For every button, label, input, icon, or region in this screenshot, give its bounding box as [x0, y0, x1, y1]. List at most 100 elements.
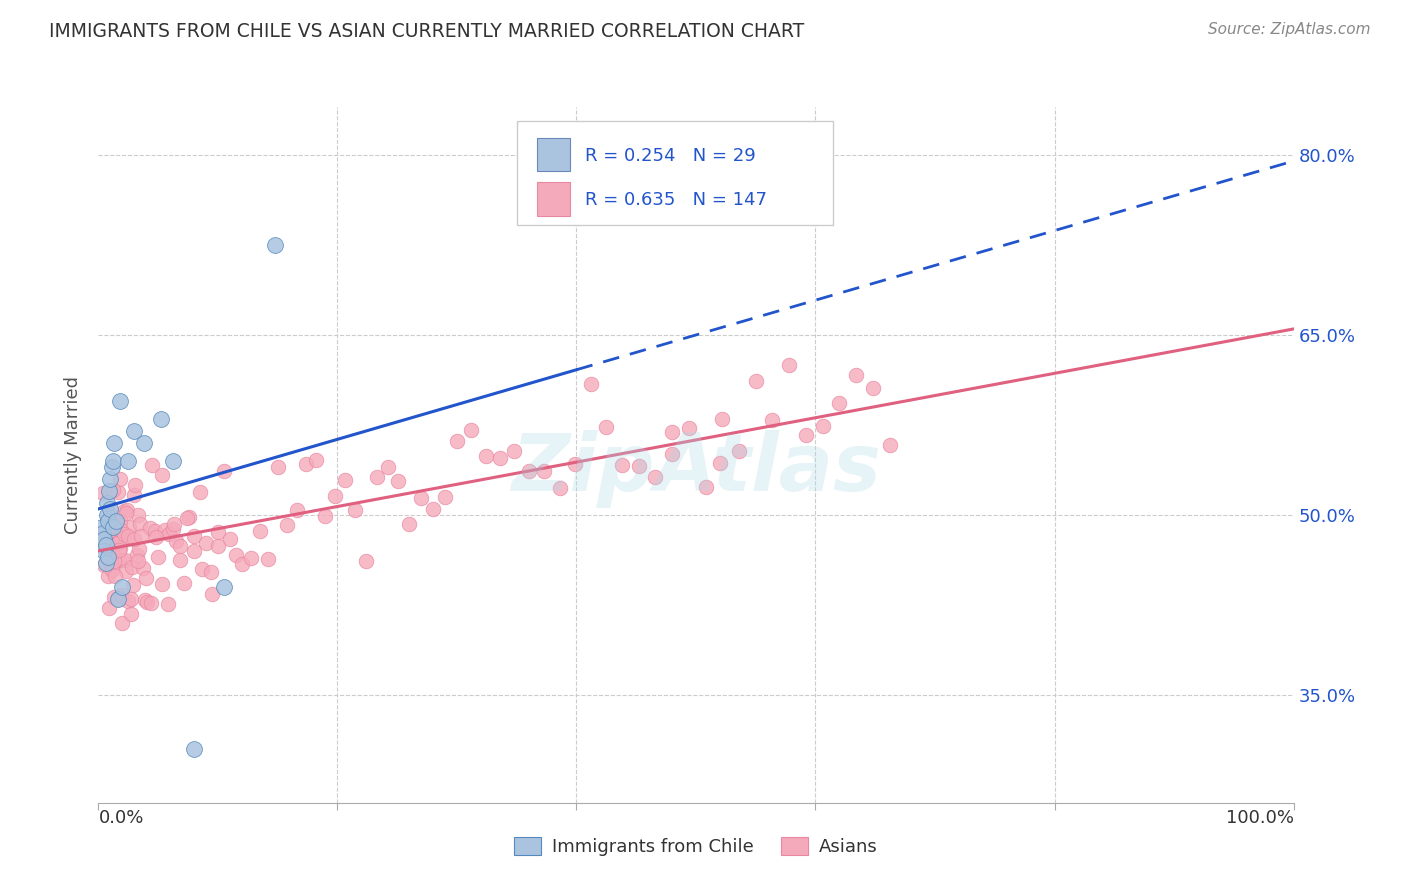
FancyBboxPatch shape	[517, 121, 834, 226]
Point	[323, 489, 346, 503]
Point	[333, 474, 356, 488]
Point	[191, 562, 214, 576]
Y-axis label: Currently Married: Currently Married	[65, 376, 83, 534]
Legend: Immigrants from Chile, Asians: Immigrants from Chile, Asians	[508, 830, 884, 863]
Point	[97, 536, 120, 550]
Point	[678, 421, 700, 435]
Point	[264, 238, 287, 252]
Point	[98, 502, 122, 516]
Point	[107, 591, 129, 606]
Point	[108, 472, 131, 486]
Point	[97, 542, 120, 557]
Point	[295, 457, 318, 471]
Point	[111, 616, 134, 631]
Point	[115, 507, 138, 521]
Text: IMMIGRANTS FROM CHILE VS ASIAN CURRENTLY MARRIED CORRELATION CHART: IMMIGRANTS FROM CHILE VS ASIAN CURRENTLY…	[49, 22, 804, 41]
Point	[745, 374, 768, 388]
Point	[240, 550, 263, 565]
Point	[879, 438, 901, 452]
Point	[107, 484, 129, 499]
Point	[305, 453, 328, 467]
Point	[176, 510, 198, 524]
Point	[100, 459, 122, 474]
Point	[661, 425, 683, 439]
Point	[111, 553, 134, 567]
Point	[93, 544, 115, 558]
Point	[107, 536, 129, 550]
Point	[110, 523, 132, 537]
Point	[711, 411, 734, 425]
Point	[124, 488, 146, 502]
Point	[107, 535, 129, 549]
Point	[135, 571, 157, 585]
Point	[114, 553, 136, 567]
Point	[118, 520, 141, 534]
Point	[200, 565, 222, 579]
Point	[96, 496, 118, 510]
Point	[115, 502, 138, 516]
Point	[93, 532, 115, 546]
Point	[173, 576, 195, 591]
Point	[104, 522, 127, 536]
Text: R = 0.254   N = 29: R = 0.254 N = 29	[585, 146, 755, 165]
Point	[377, 460, 399, 475]
Point	[117, 529, 139, 543]
Point	[162, 454, 184, 468]
Point	[344, 502, 367, 516]
Point	[143, 524, 166, 539]
Point	[150, 467, 173, 482]
Point	[98, 556, 122, 570]
Point	[422, 501, 444, 516]
Point	[101, 549, 124, 564]
Point	[101, 454, 124, 468]
Point	[162, 522, 184, 536]
Point	[98, 541, 121, 556]
Point	[121, 560, 143, 574]
Point	[267, 460, 290, 475]
Point	[124, 532, 146, 546]
Point	[101, 520, 124, 534]
Text: ZipAtlas: ZipAtlas	[510, 430, 882, 508]
Point	[132, 436, 155, 450]
Point	[610, 458, 633, 472]
Point	[96, 508, 118, 522]
Point	[387, 474, 409, 488]
Point	[257, 552, 280, 566]
Point	[433, 490, 456, 504]
Point	[108, 541, 131, 556]
Point	[101, 524, 124, 539]
Point	[155, 524, 177, 538]
Point	[127, 554, 149, 568]
Point	[97, 549, 120, 564]
Point	[169, 552, 191, 566]
Text: 0.0%: 0.0%	[98, 809, 143, 827]
Point	[811, 419, 834, 434]
Point	[212, 580, 235, 594]
Point	[165, 533, 187, 548]
Point	[315, 508, 337, 523]
Point	[125, 548, 148, 562]
Point	[249, 524, 271, 538]
Point	[101, 483, 124, 497]
Point	[474, 450, 496, 464]
Point	[103, 554, 125, 568]
Point	[120, 607, 142, 622]
Point	[124, 424, 146, 438]
Point	[103, 590, 125, 604]
Point	[105, 519, 128, 533]
Point	[150, 577, 173, 591]
Point	[124, 477, 146, 491]
Point	[97, 514, 120, 528]
Point	[503, 444, 526, 458]
Text: Source: ZipAtlas.com: Source: ZipAtlas.com	[1208, 22, 1371, 37]
Point	[169, 539, 191, 553]
Point	[149, 412, 172, 426]
Point	[98, 483, 121, 498]
Point	[183, 544, 205, 558]
Point	[489, 450, 512, 465]
Point	[188, 485, 211, 500]
Point	[460, 423, 482, 437]
Point	[115, 564, 138, 578]
Point	[225, 548, 247, 562]
Point	[207, 524, 229, 539]
